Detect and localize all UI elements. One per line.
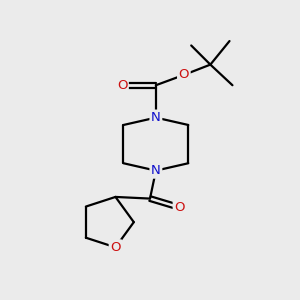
Text: O: O — [117, 79, 127, 92]
Text: O: O — [110, 241, 121, 254]
Text: O: O — [178, 68, 189, 81]
Text: N: N — [151, 111, 161, 124]
Text: N: N — [151, 164, 161, 177]
Text: O: O — [174, 201, 185, 214]
